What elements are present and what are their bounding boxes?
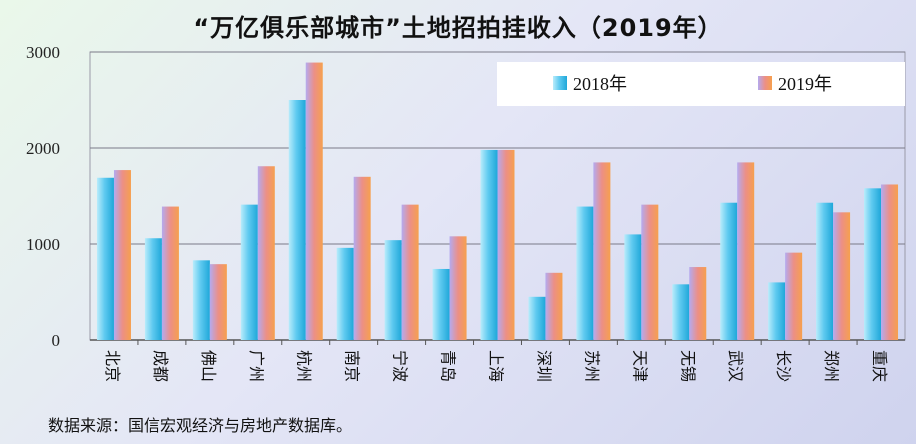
x-tick-label: 深圳 [534,350,553,382]
y-tick-label: 1000 [26,235,60,254]
bar-2018 [768,282,786,340]
bar-2019 [161,206,179,340]
bar-2019 [209,264,227,340]
x-tick-label: 无锡 [678,350,697,382]
bar-2018 [528,296,546,340]
bar-2018 [384,240,402,340]
x-tick-label: 郑州 [822,350,841,382]
x-tick-label: 杭州 [295,350,314,382]
bar-2019 [497,149,515,340]
x-tick-label: 重庆 [870,350,889,382]
x-tick-label: 北京 [103,350,122,382]
bar-2018 [624,234,642,340]
bar-2019 [113,170,131,340]
bar-2018 [432,268,450,340]
x-tick-label: 青岛 [439,350,458,382]
bar-2019 [401,204,419,340]
bar-2018 [816,202,834,340]
x-tick-label: 武汉 [726,350,745,382]
bar-2019 [257,166,275,340]
bar-2018 [672,284,690,340]
x-tick-label: 宁波 [391,350,410,382]
bar-2018 [96,177,114,340]
legend-swatch-2019 [758,76,772,90]
bar-2019 [641,204,659,340]
bar-2019 [881,184,899,340]
x-tick-label: 苏州 [582,350,601,382]
source-note: 数据来源：国信宏观经济与房地产数据库。 [48,416,353,435]
bar-2019 [737,162,755,340]
x-tick-label: 天津 [630,350,649,382]
x-tick-label: 南京 [343,350,362,382]
bar-2018 [720,202,738,340]
bar-2018 [336,247,354,340]
bar-2019 [785,252,803,340]
legend-swatch-2018 [553,76,567,90]
bar-2019 [305,62,323,341]
x-tick-label: 上海 [487,350,506,382]
bar-2019 [449,236,467,340]
bar-2018 [288,100,306,340]
y-tick-label: 0 [52,331,61,350]
bar-2018 [240,204,258,340]
bar-2019 [353,176,371,340]
chart-title: “万亿俱乐部城市”土地招拍挂收入（2019年） [193,14,723,42]
y-tick-label: 2000 [26,139,60,158]
bar-2018 [576,206,594,340]
bar-2018 [480,149,498,340]
bar-2018 [864,188,882,340]
legend-label-2018: 2018年 [573,74,627,94]
bar-2018 [144,238,162,340]
x-tick-label: 成都 [151,350,170,382]
x-tick-label: 佛山 [199,350,218,382]
bar-2018 [192,260,210,340]
x-tick-label: 广州 [247,350,266,382]
y-tick-label: 3000 [26,43,60,62]
bar-2019 [545,272,563,340]
legend-label-2019: 2019年 [778,74,832,94]
bar-2019 [833,212,851,340]
bar-2019 [593,162,611,340]
bar-2019 [689,267,707,340]
x-tick-label: 长沙 [774,350,793,382]
